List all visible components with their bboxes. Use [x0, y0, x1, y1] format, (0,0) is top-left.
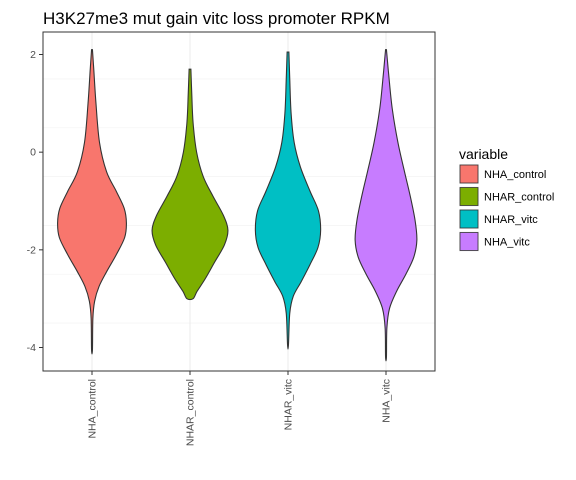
- violin-NHAR_control: [151, 68, 229, 301]
- legend-swatch: [459, 164, 479, 184]
- legend: variable NHA_control NHAR_control NHAR_vit…: [459, 146, 554, 252]
- legend-label: NHA_vitc: [484, 237, 530, 249]
- y-tick-label: 2: [30, 49, 36, 61]
- y-tick-label: 0: [30, 147, 36, 159]
- violin-NHA_vitc: [354, 49, 418, 362]
- legend-items: NHA_control NHAR_control NHAR_vitc NHA_vitc: [459, 164, 554, 252]
- legend-swatch: [459, 232, 479, 251]
- violin-NHA_control: [57, 49, 127, 355]
- y-tick-label: -2: [27, 244, 36, 256]
- x-tick-label: NHA_control: [87, 379, 99, 439]
- legend-swatch: [459, 209, 479, 229]
- x-tick-label: NHA_vitc: [381, 379, 393, 423]
- legend-swatch: [459, 187, 479, 206]
- violin-series: [57, 49, 418, 362]
- violin-NHAR_vitc: [254, 51, 322, 350]
- x-axis: NHA_control NHAR_control NHAR_vitc NHA_vitc: [87, 371, 393, 446]
- legend-label: NHA_control: [484, 169, 546, 181]
- legend-title: variable: [459, 146, 508, 162]
- plot-panel-border: [42, 31, 436, 372]
- x-tick-label: NHAR_vitc: [283, 379, 295, 430]
- chart-title: H3K27me3 mut gain vitc loss promoter RPK…: [43, 9, 390, 28]
- legend-label: NHAR_control: [484, 192, 554, 204]
- x-tick-label: NHAR_control: [185, 379, 197, 446]
- legend-label: NHAR_vitc: [484, 214, 538, 226]
- y-tick-label: -4: [27, 342, 36, 354]
- y-axis: 2 0 -2 -4: [27, 49, 43, 354]
